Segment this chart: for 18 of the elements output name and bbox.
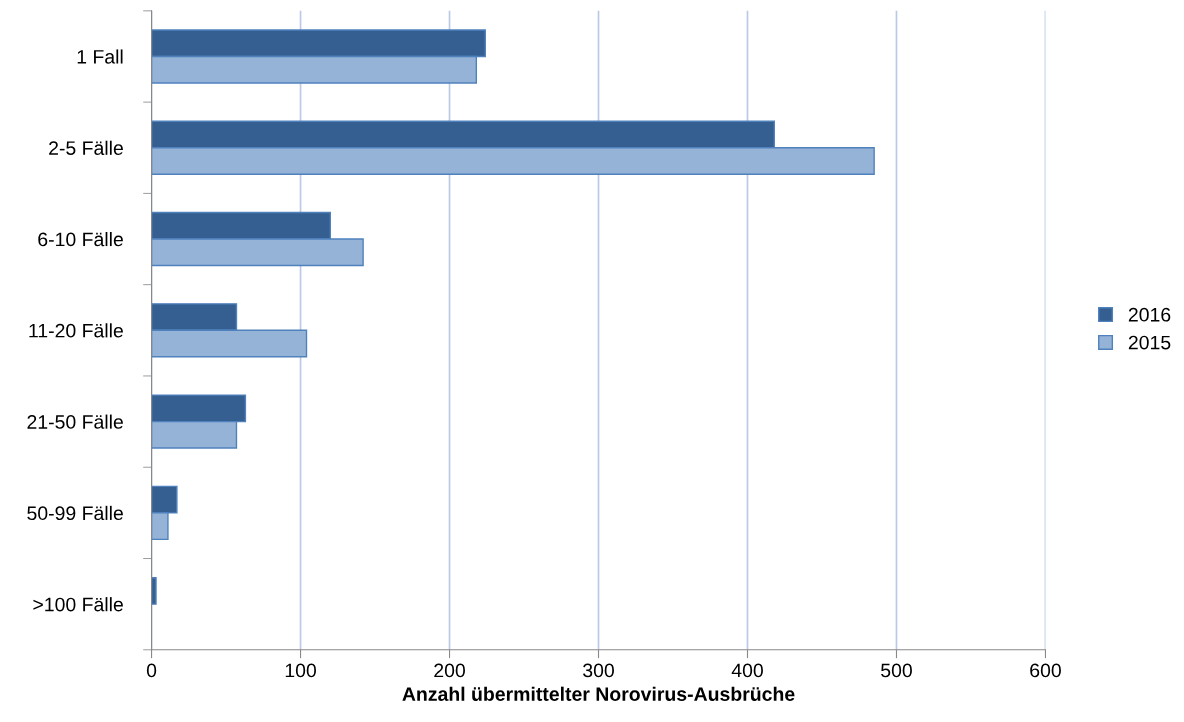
y-tick-label: >100 Fälle	[33, 597, 123, 612]
x-tick-label: 300	[583, 663, 614, 678]
x-tick-label: 500	[881, 663, 912, 678]
x-axis-title: Anzahl übermittelter Norovirus-Ausbrüche	[402, 686, 795, 701]
y-tick-label: 11-20 Fälle	[29, 323, 123, 338]
y-tick-label: 50-99 Fälle	[27, 505, 123, 521]
x-tick-label: 600	[1030, 663, 1061, 678]
x-tick-label: 400	[731, 663, 763, 678]
y-tick-label: 2-5 Fälle	[49, 140, 123, 155]
legend-label: 2016	[1128, 307, 1171, 322]
x-tick-label: 100	[285, 663, 316, 678]
x-tick-label: 0	[146, 663, 157, 678]
bar	[151, 576, 157, 605]
legend-label: 2015	[1128, 335, 1171, 350]
y-tick-label: 6-10 Fälle	[38, 231, 123, 247]
y-tick-label: 1 Fall	[77, 49, 123, 64]
x-tick-label: 200	[434, 663, 465, 678]
y-tick-label: 21-50 Fälle	[27, 414, 123, 429]
